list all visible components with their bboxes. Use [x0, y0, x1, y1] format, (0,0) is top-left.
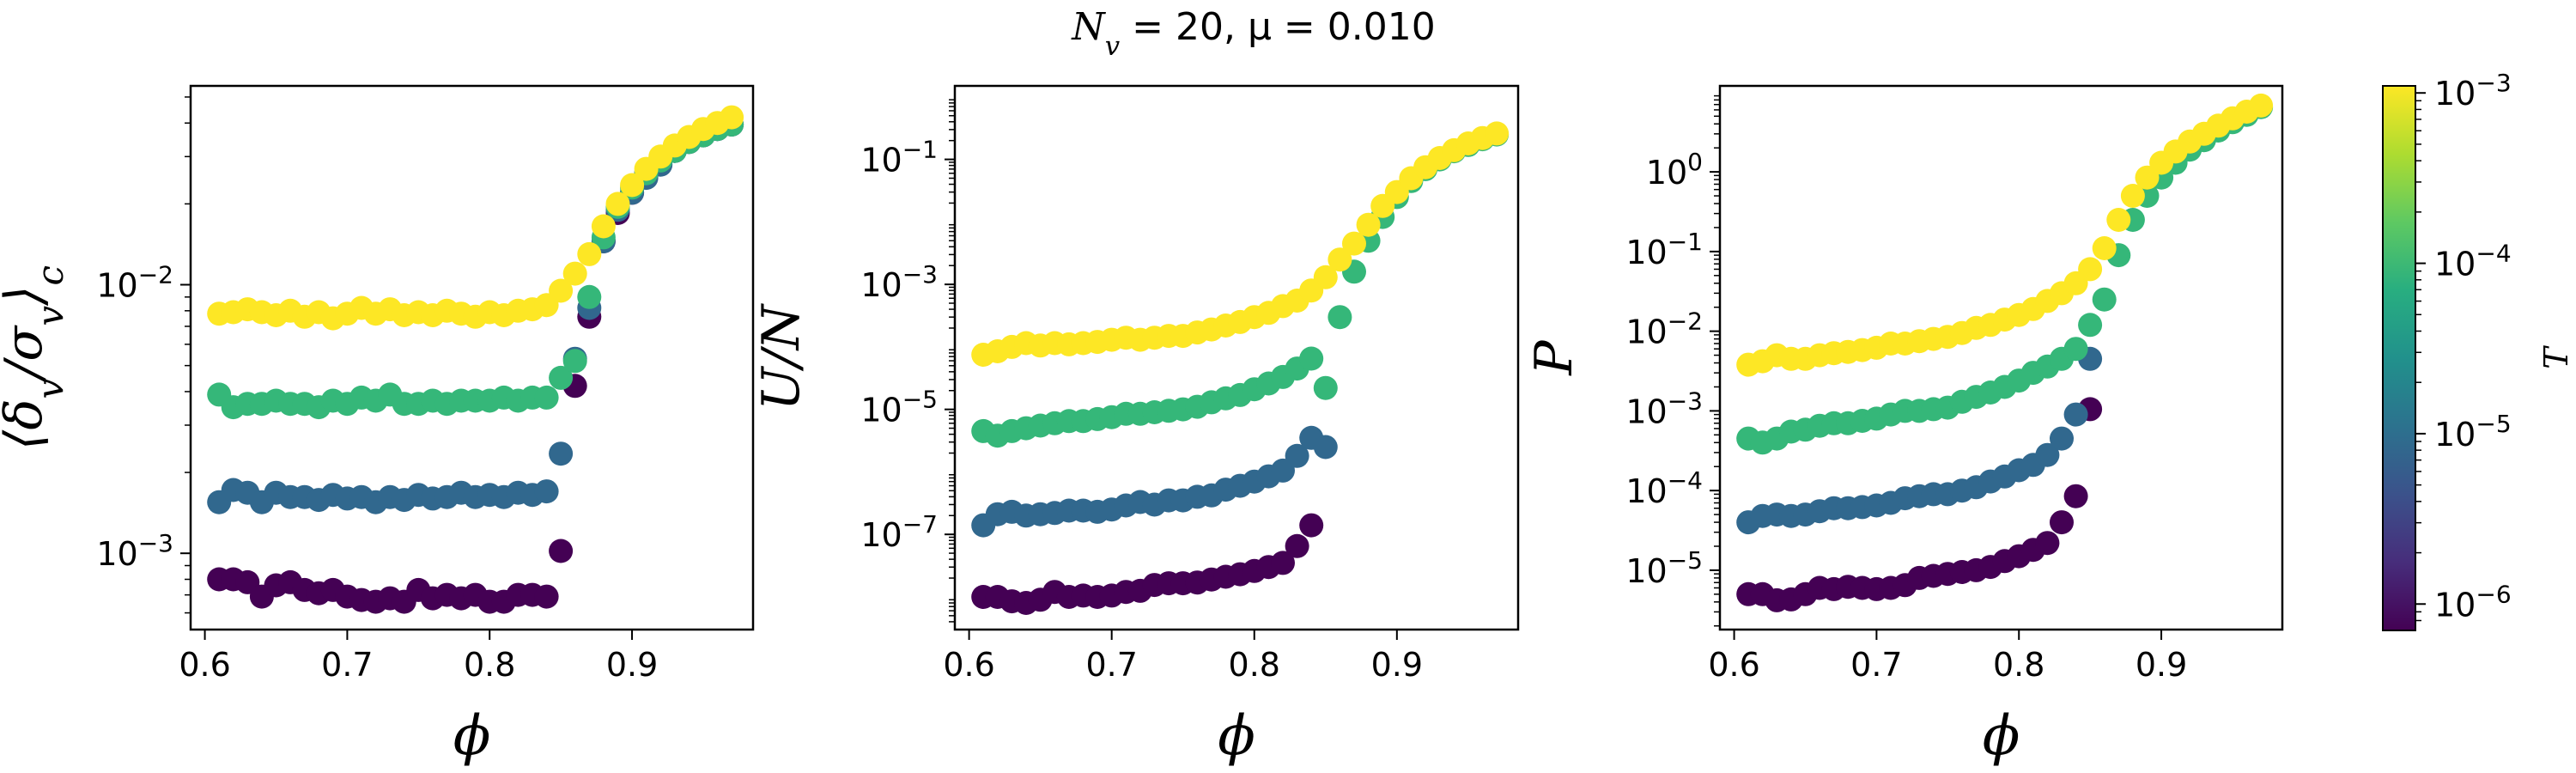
data-point: [2092, 287, 2117, 312]
data-point: [2135, 165, 2160, 190]
x-tick-label: 0.7: [1085, 646, 1137, 684]
colorbar-tick-label: 10−4: [2434, 240, 2512, 283]
x-axis-label: ϕ: [1983, 704, 2020, 768]
x-tick-label: 0.7: [1850, 646, 1902, 684]
data-point: [1285, 443, 1309, 468]
colorbar-ticks: 10−3 10−4 10−5 10−6: [2415, 69, 2512, 624]
y-tick-label: 10−5: [860, 386, 938, 429]
x-tick-label: 0.6: [179, 646, 230, 684]
data-point: [2120, 184, 2145, 208]
panel-pressure: 0.6 0.7 0.8 0.9 10−5 10−4 10−3 10−2 10−1 100 ϕ P: [1524, 84, 2284, 768]
markers: [207, 105, 744, 614]
data-point: [1313, 375, 1338, 400]
data-point: [605, 192, 630, 216]
figure-title: Nv = 20, μ = 0.010: [1071, 5, 1436, 62]
x-tick-label: 0.6: [943, 646, 994, 684]
colorbar-gradient: [2382, 85, 2416, 631]
data-point: [1313, 435, 1338, 460]
x-tick-label: 0.8: [1993, 646, 2044, 684]
y-axis-label: ⟨δv/σv⟩c: [0, 265, 71, 450]
x-tick-label: 0.9: [2136, 646, 2187, 684]
x-tick-label: 0.9: [1371, 646, 1423, 684]
data-point: [620, 173, 645, 198]
data-point: [1327, 247, 1352, 272]
data-point: [2078, 313, 2103, 338]
data-point: [534, 584, 559, 609]
colorbar: 10−3 10−4 10−5 10−6 T: [2382, 69, 2575, 631]
axes-frame: [189, 84, 755, 631]
colorbar-label: T: [2537, 345, 2575, 369]
x-tick-label: 0.6: [1708, 646, 1759, 684]
data-point: [2035, 531, 2060, 556]
data-point: [720, 105, 744, 130]
data-point: [2063, 402, 2088, 427]
x-tick-label: 0.8: [464, 646, 515, 684]
y-axis-label: U/N: [751, 302, 811, 411]
y-tick-label: 10−2: [1625, 307, 1703, 351]
axes-frame: [953, 84, 1520, 631]
data-point: [2050, 426, 2074, 451]
x-axis-label: ϕ: [453, 704, 491, 768]
colorbar-tick-label: 10−3: [2434, 69, 2512, 113]
data-point: [549, 278, 574, 303]
axes-frame: [1718, 84, 2284, 631]
data-point: [549, 365, 574, 390]
data-point: [1327, 305, 1352, 330]
data-point: [1285, 533, 1309, 558]
markers: [1736, 93, 2274, 612]
y-tick-label: 10−2: [96, 261, 173, 305]
data-point: [2050, 510, 2074, 535]
x-axis-label: ϕ: [1218, 704, 1255, 768]
colorbar-tick-label: 10−6: [2434, 580, 2512, 624]
y-tick-label: 10−1: [1625, 228, 1703, 271]
x-tick-label: 0.9: [606, 646, 658, 684]
data-point: [1313, 265, 1338, 289]
panel-delta: 0.6 0.7 0.8 0.9 10−3 10−2 ϕ ⟨δv/σv⟩c: [0, 84, 755, 768]
y-tick-label: 10−3: [860, 260, 938, 304]
x-tick-label: 0.7: [321, 646, 373, 684]
y-tick-label: 10−7: [860, 510, 938, 554]
y-axis-label: P: [1524, 339, 1584, 376]
data-point: [1299, 346, 1324, 371]
data-point: [2063, 337, 2088, 362]
panel-energy: 0.6 0.7 0.8 0.9 10−7 10−5 10−3 10−1 ϕ U/N: [751, 84, 1520, 768]
y-tick-label: 10−4: [1625, 466, 1703, 510]
y-tick-label: 10−5: [1625, 546, 1703, 590]
data-point: [534, 385, 559, 410]
data-point: [549, 539, 574, 563]
y-tick-label: 100: [1646, 148, 1703, 192]
data-point: [534, 479, 559, 504]
data-point: [549, 441, 574, 466]
x-tick-label: 0.8: [1229, 646, 1280, 684]
data-point: [1299, 513, 1324, 538]
data-point: [1342, 231, 1366, 256]
data-point: [2106, 208, 2131, 232]
markers: [971, 121, 1510, 615]
data-point: [2035, 442, 2060, 467]
data-point: [562, 349, 587, 374]
data-point: [1356, 212, 1381, 237]
data-point: [591, 214, 616, 239]
data-point: [1485, 121, 1510, 146]
y-tick-label: 10−3: [1625, 386, 1703, 430]
data-point: [2063, 484, 2088, 508]
data-point: [2078, 257, 2103, 282]
data-point: [577, 284, 602, 309]
data-point: [1271, 551, 1295, 575]
data-point: [577, 241, 602, 266]
data-point: [562, 261, 587, 286]
y-tick-label: 10−1: [860, 136, 938, 180]
y-tick-label: 10−3: [96, 529, 173, 573]
colorbar-tick-label: 10−5: [2434, 410, 2512, 453]
data-point: [2092, 236, 2117, 260]
data-point: [2249, 93, 2274, 118]
